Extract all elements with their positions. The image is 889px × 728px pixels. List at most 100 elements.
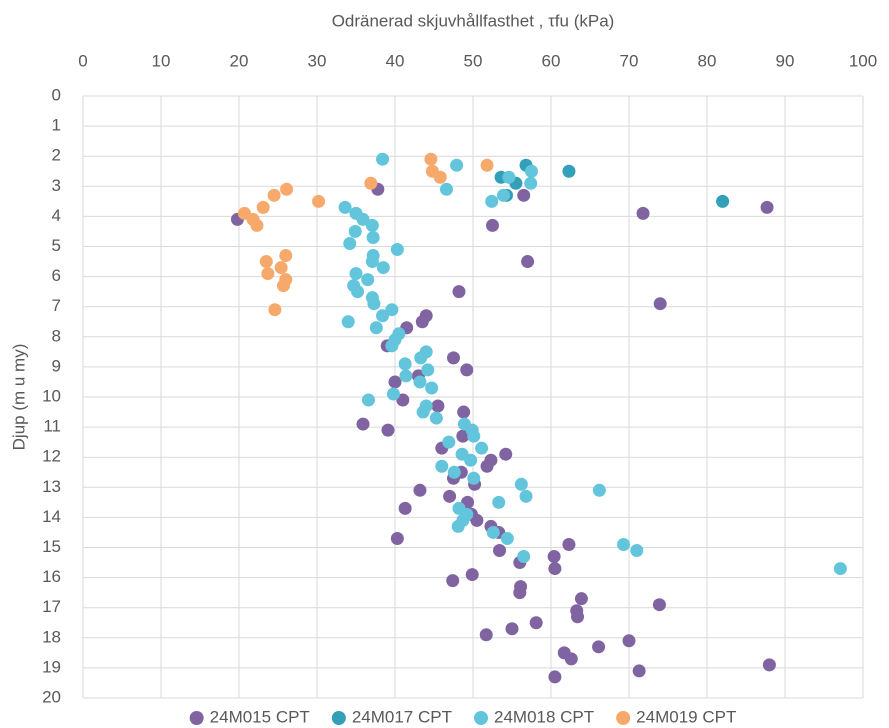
point (632, 664, 646, 678)
point (348, 224, 362, 238)
point (762, 658, 776, 672)
point (431, 399, 445, 413)
point (267, 188, 281, 202)
point (514, 477, 528, 491)
point (414, 351, 428, 365)
y-tick-label: 17 (42, 597, 61, 616)
point (385, 339, 399, 353)
y-tick-label: 20 (42, 687, 61, 706)
point (364, 176, 378, 190)
y-tick-label: 5 (52, 236, 61, 255)
point (524, 176, 538, 190)
point (592, 483, 606, 497)
y-tick-label: 10 (42, 386, 61, 405)
legend-label: 24M015 CPT (210, 707, 310, 726)
x-tick-label: 50 (464, 51, 483, 70)
point (259, 255, 273, 269)
point (385, 303, 399, 317)
point (312, 194, 326, 208)
point (256, 200, 270, 214)
legend-label: 24M017 CPT (352, 707, 452, 726)
point (574, 592, 588, 606)
point (279, 249, 293, 263)
point (525, 164, 538, 178)
x-tick-label: 100 (849, 51, 877, 70)
point (505, 622, 519, 636)
point (268, 303, 282, 317)
y-tick-label: 9 (52, 356, 61, 375)
point (398, 357, 412, 371)
point (636, 206, 650, 220)
point (415, 315, 429, 329)
point (517, 550, 531, 564)
x-tick-label: 80 (698, 51, 717, 70)
point (464, 453, 478, 467)
point (480, 158, 494, 172)
point (425, 381, 439, 395)
legend-item: 24M019 CPT (616, 707, 736, 726)
point (421, 363, 435, 377)
point (442, 435, 456, 449)
point (376, 261, 390, 275)
point (493, 544, 507, 558)
y-tick-label: 14 (42, 507, 61, 526)
point (485, 194, 499, 208)
point (351, 285, 365, 299)
legend-label: 24M018 CPT (494, 707, 594, 726)
point (760, 200, 774, 214)
legend-marker (474, 711, 488, 725)
point (452, 285, 466, 299)
point (496, 188, 510, 202)
x-tick-label: 0 (78, 51, 87, 70)
y-tick-label: 15 (42, 537, 61, 556)
point (390, 243, 404, 257)
point (261, 267, 275, 281)
point (280, 182, 294, 196)
point (564, 652, 578, 666)
point (492, 495, 506, 509)
point (276, 279, 290, 293)
y-tick-label: 2 (52, 146, 61, 165)
point (500, 531, 514, 545)
y-tick-label: 18 (42, 627, 61, 646)
point (366, 230, 380, 244)
legend-marker (331, 711, 346, 725)
point (447, 465, 461, 479)
point (465, 568, 479, 582)
point (547, 550, 561, 564)
point (652, 598, 666, 612)
point (433, 170, 447, 184)
point (653, 297, 667, 311)
x-tick-label: 20 (230, 51, 249, 70)
point (457, 405, 471, 419)
legend-item: 24M017 CPT (331, 707, 452, 726)
point (451, 519, 465, 533)
point (376, 309, 390, 323)
point (386, 387, 400, 401)
legend-item: 24M015 CPT (189, 707, 310, 726)
point (833, 562, 847, 576)
x-tick-label: 70 (620, 51, 639, 70)
y-tick-label: 13 (42, 477, 61, 496)
point (521, 255, 535, 269)
point (338, 200, 352, 214)
point (356, 417, 370, 431)
point (381, 423, 395, 437)
point (341, 315, 355, 329)
point (486, 525, 500, 539)
point (571, 610, 585, 624)
point (365, 218, 379, 232)
point (446, 574, 460, 588)
point (548, 562, 562, 576)
point (356, 212, 370, 226)
point (529, 616, 543, 630)
point (467, 429, 481, 443)
point (413, 483, 427, 497)
point (361, 273, 375, 287)
y-tick-label: 6 (52, 266, 61, 285)
point (443, 489, 457, 503)
point (456, 429, 470, 443)
point (349, 267, 363, 281)
y-tick-label: 1 (52, 116, 61, 135)
